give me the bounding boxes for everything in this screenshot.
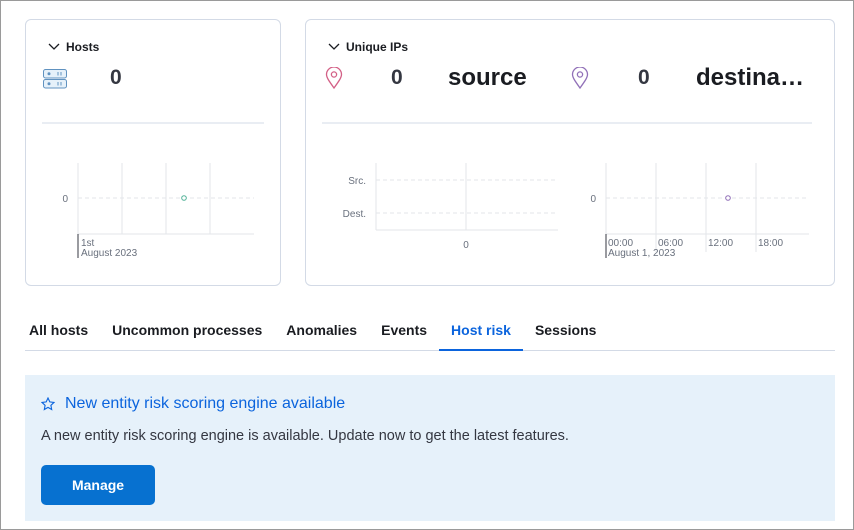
destination-label: destina… (696, 64, 805, 91)
hosts-toggle[interactable]: Hosts (48, 40, 99, 54)
source-label: source (448, 64, 527, 91)
tab-bar: All hosts Uncommon processes Anomalies E… (25, 311, 835, 351)
tab-uncommon-processes[interactable]: Uncommon processes (112, 322, 263, 338)
map-marker-icon (571, 67, 589, 89)
x-tick: 00:00 (608, 238, 633, 249)
ips-bar-chart: Src. Dest. 0 (343, 163, 558, 251)
tab-sessions[interactable]: Sessions (534, 322, 597, 338)
x-tick: 12:00 (708, 238, 733, 249)
star-icon (41, 397, 55, 411)
tab-all-hosts[interactable]: All hosts (29, 322, 89, 338)
tab-events[interactable]: Events (381, 322, 428, 338)
server-icon (43, 69, 67, 89)
hosts-count: 0 (110, 66, 122, 89)
y-tick: 0 (62, 194, 68, 205)
y-tick: 0 (590, 194, 596, 205)
chevron-down-icon (48, 43, 60, 50)
divider (322, 122, 812, 124)
x-tick-date: August 1, 2023 (608, 248, 676, 259)
x-tick: 18:00 (758, 238, 783, 249)
x-tick: 0 (463, 240, 469, 251)
unique-ips-toggle[interactable]: Unique IPs (328, 40, 408, 54)
tab-anomalies[interactable]: Anomalies (286, 322, 358, 338)
data-point (181, 195, 187, 201)
manage-button[interactable]: Manage (41, 465, 155, 505)
divider (42, 122, 264, 124)
tab-host-risk[interactable]: Host risk (439, 311, 523, 351)
map-marker-icon (325, 67, 343, 89)
hosts-chart: 0 1st August 2023 (62, 163, 254, 259)
data-point (725, 195, 731, 201)
y-tick-src: Src. (348, 176, 366, 187)
unique-ips-card: Unique IPs 0 source 0 destina… Src. Dest… (305, 19, 835, 286)
callout-title: New entity risk scoring engine available (65, 395, 346, 412)
ips-area-chart: 0 00:00 06:00 12:00 18:00 August 1, 2023 (590, 163, 809, 259)
x-tick: 06:00 (658, 238, 683, 249)
callout-body: A new entity risk scoring engine is avai… (41, 428, 569, 444)
x-tick-date: August 2023 (81, 248, 138, 259)
x-tick: 1st (81, 238, 95, 249)
chevron-down-icon (328, 43, 340, 50)
source-count: 0 (391, 66, 403, 89)
risk-engine-callout: New entity risk scoring engine available… (25, 375, 835, 521)
destination-count: 0 (638, 66, 650, 89)
hosts-card: Hosts 0 0 1st August 2023 (25, 19, 281, 286)
y-tick-dest: Dest. (343, 209, 366, 220)
